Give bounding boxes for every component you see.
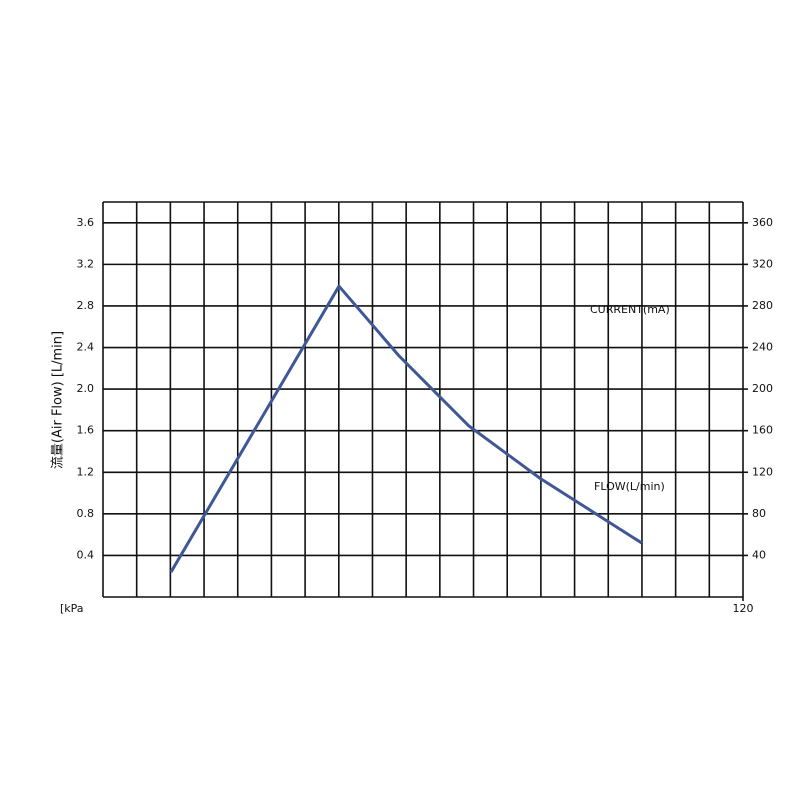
y-tick-label: 3.6	[77, 216, 95, 229]
data-line	[169, 284, 643, 573]
annotation: FLOW(L/min)	[594, 480, 665, 493]
y2-tick-label: 320	[752, 257, 773, 270]
y2-tick-label: 40	[752, 548, 766, 561]
y-tick-label: 1.6	[77, 424, 95, 437]
y-tick-label: 0.4	[77, 548, 95, 561]
x-tick-label: 120	[733, 602, 754, 615]
y2-tick-label: 160	[752, 424, 773, 437]
y-tick-label: 2.0	[77, 382, 95, 395]
y-tick-label: 2.8	[77, 299, 95, 312]
y-tick-label: 1.2	[77, 465, 95, 478]
y-tick-label: 3.2	[77, 257, 95, 270]
x-axis-label: [kPa	[60, 602, 84, 615]
y-tick-label: 0.8	[77, 507, 95, 520]
y2-tick-label: 360	[752, 216, 773, 229]
y-tick-label: 2.4	[77, 341, 95, 354]
y2-tick-label: 80	[752, 507, 766, 520]
annotation: CURRENT(mA)	[590, 303, 670, 316]
y-axis-label: 流量(Air Flow) [L/min]	[51, 331, 66, 469]
y2-tick-label: 240	[752, 341, 773, 354]
y2-tick-label: 200	[752, 382, 773, 395]
y2-tick-label: 120	[752, 465, 773, 478]
y2-tick-label: 280	[752, 299, 773, 312]
